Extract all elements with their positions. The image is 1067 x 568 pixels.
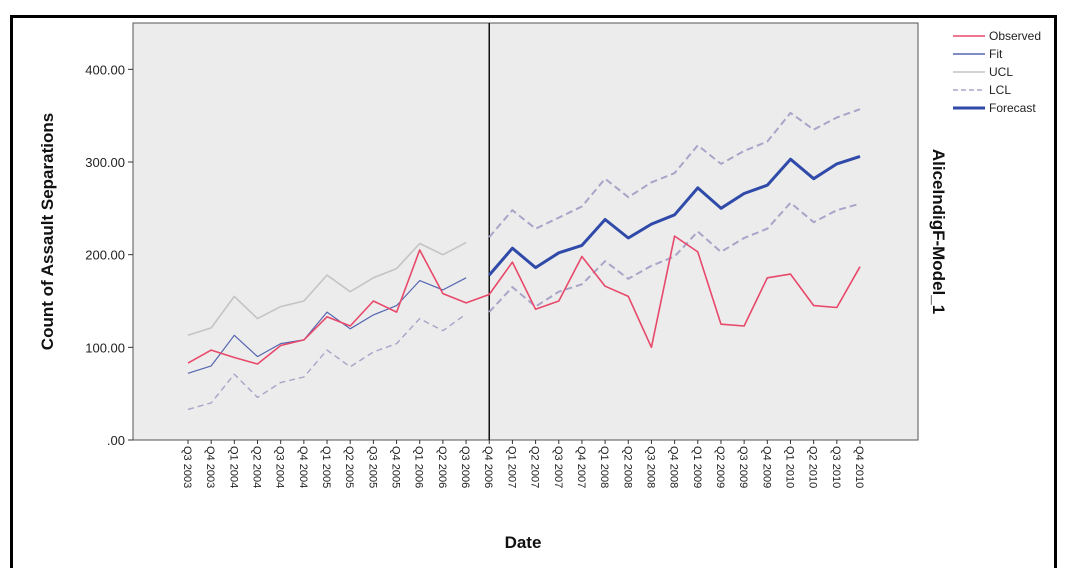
x-tick-label: Q4 2007 <box>575 446 587 488</box>
y-tick-label: 400.00 <box>85 62 125 77</box>
y-tick-label: 300.00 <box>85 155 125 170</box>
x-tick-label: Q1 2009 <box>691 446 703 488</box>
legend-label-ucl: UCL <box>989 65 1013 79</box>
legend-label-lcl: LCL <box>989 83 1011 97</box>
series-line-forecast <box>488 154 861 277</box>
series-line-ucl-fc <box>488 108 861 238</box>
legend-label-forecast: Forecast <box>989 101 1036 115</box>
y-axis-label: Count of Assault Separations <box>38 113 57 350</box>
series-line-observed <box>187 235 861 365</box>
x-tick-label: Q1 2008 <box>598 446 610 488</box>
x-tick-label: Q3 2008 <box>644 446 656 488</box>
x-tick-label: Q3 2007 <box>552 446 564 488</box>
axes: .00 100.00 200.00 300.00 400.00 Q3 2003 Q4 200… <box>85 23 865 488</box>
x-tick-label: Q1 2004 <box>227 446 239 488</box>
x-tick-label: Q2 2004 <box>251 446 263 488</box>
x-tick-label: Q4 2003 <box>204 446 216 488</box>
x-tick-label: Q4 2010 <box>853 446 865 488</box>
x-tick-label: Q1 2006 <box>413 446 425 488</box>
x-tick-label: Q2 2005 <box>343 446 355 488</box>
x-tick-label: Q2 2010 <box>807 446 819 488</box>
x-tick-label: Q4 2004 <box>297 446 309 488</box>
legend-label-observed: Observed <box>989 29 1041 43</box>
y-tick-label: 200.00 <box>85 248 125 263</box>
x-tick-label: Q1 2010 <box>783 446 795 488</box>
series-line-ucl <box>187 241 467 337</box>
x-tick-label: Q4 2006 <box>482 446 494 488</box>
x-tick-label: Q3 2006 <box>459 446 471 488</box>
x-tick-label: Q3 2004 <box>274 446 286 488</box>
plot-area <box>132 22 919 441</box>
x-tick-label: Q3 2010 <box>830 446 842 488</box>
x-tick-label: Q4 2005 <box>390 446 402 488</box>
legend-label-fit: Fit <box>989 47 1003 61</box>
x-tick-label: Q2 2009 <box>714 446 726 488</box>
x-tick-label: Q3 2009 <box>737 446 749 488</box>
x-tick-label: Q2 2008 <box>621 446 633 488</box>
series-layer <box>187 108 861 411</box>
series-line-lcl <box>187 313 467 411</box>
x-tick-label: Q2 2006 <box>436 446 448 488</box>
x-tick-label: Q3 2005 <box>366 446 378 488</box>
series-line-lcl-fc <box>488 201 861 313</box>
x-tick-label: Q3 2003 <box>181 446 193 488</box>
x-axis-label: Date <box>505 533 542 552</box>
x-tick-label: Q2 2007 <box>529 446 541 488</box>
x-tick-label: Q4 2009 <box>760 446 772 488</box>
series-line-fit <box>187 277 467 374</box>
legend: Observed Fit UCL LCL Forecast <box>953 29 1041 115</box>
x-tick-label: Q1 2007 <box>505 446 517 488</box>
x-tick-label: Q1 2005 <box>320 446 332 488</box>
y-tick-label: .00 <box>107 433 125 448</box>
y-tick-label: 100.00 <box>85 340 125 355</box>
model-title: AliceIndigF-Model_1 <box>929 149 948 314</box>
chart-frame <box>10 15 1057 568</box>
x-tick-label: Q4 2008 <box>668 446 680 488</box>
